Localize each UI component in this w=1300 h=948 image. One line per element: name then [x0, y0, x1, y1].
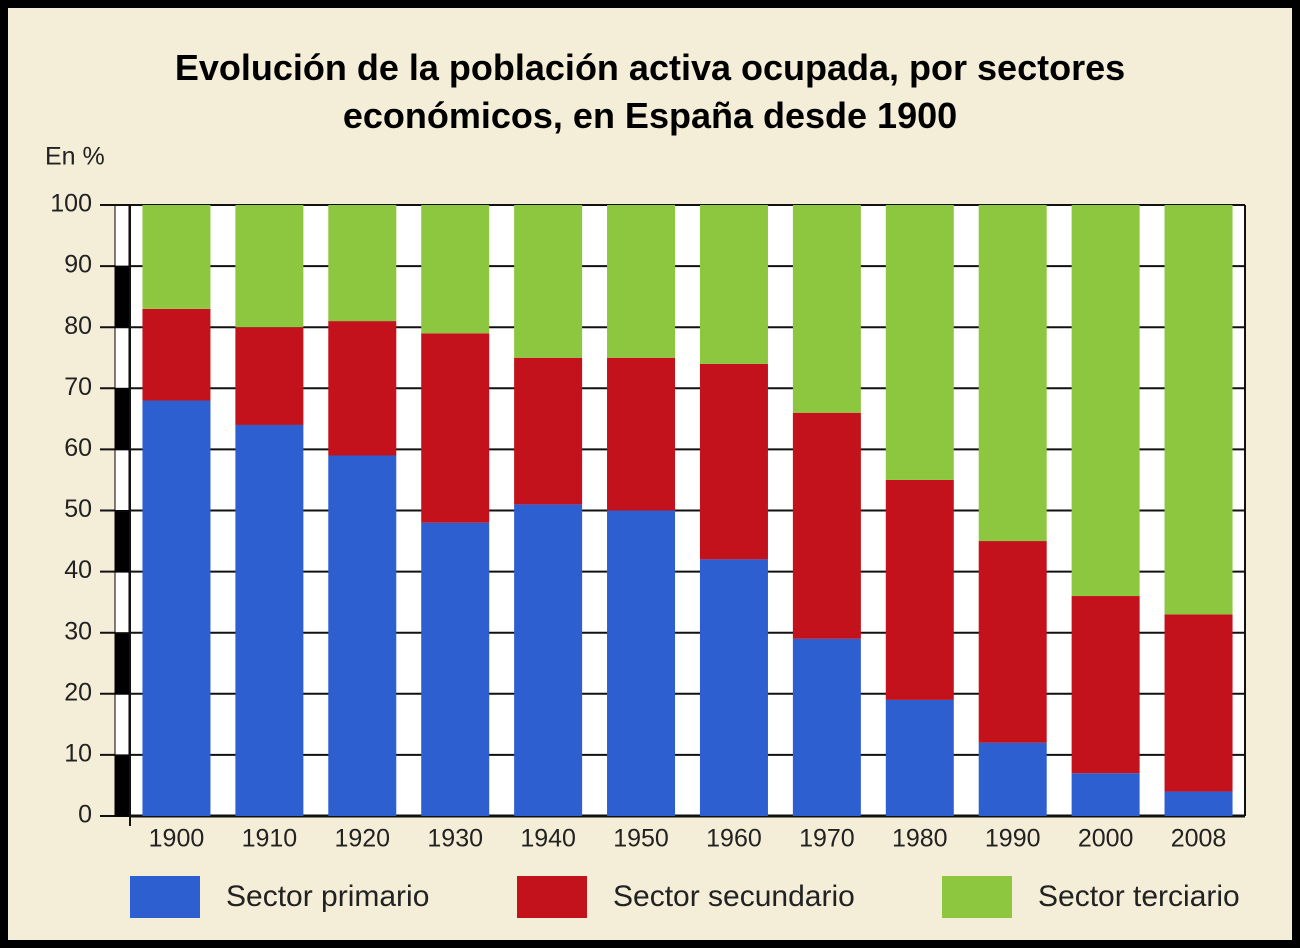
bar-segment	[235, 327, 304, 425]
chart-title: Evolución de la población activa ocupada…	[174, 47, 1126, 136]
bar-segment	[792, 638, 861, 816]
x-tick-label: 1910	[242, 825, 298, 853]
bar-segment	[1164, 614, 1233, 792]
bar-segment	[699, 363, 768, 560]
y-tick-label: 70	[64, 373, 92, 401]
bar-segment	[699, 205, 768, 364]
x-tick-label: 1950	[613, 825, 669, 853]
bar-segment	[792, 205, 861, 413]
bar-segment	[792, 412, 861, 639]
x-tick-label: 1920	[334, 825, 390, 853]
axis-strip	[114, 571, 130, 634]
y-tick-label: 80	[64, 312, 92, 340]
x-tick-label: 2000	[1078, 825, 1134, 853]
x-tick-label: 1970	[799, 825, 855, 853]
x-tick-label: 1990	[985, 825, 1041, 853]
y-tick-label: 20	[64, 678, 92, 706]
bar-segment	[978, 205, 1047, 542]
x-tick-label: 1980	[892, 825, 948, 853]
bar-segment	[142, 400, 211, 816]
bar-segment	[978, 742, 1047, 816]
legend-swatch	[517, 876, 587, 918]
x-tick-label: 1960	[706, 825, 762, 853]
bar-segment	[328, 205, 397, 322]
bar-segment	[885, 479, 954, 700]
legend-label: Sector secundario	[613, 880, 855, 913]
bar-segment	[885, 699, 954, 816]
bar-segment	[328, 455, 397, 816]
bar-segment	[699, 559, 768, 816]
y-tick-label: 0	[78, 801, 92, 829]
axis-strip	[114, 448, 130, 511]
bar-segment	[421, 333, 490, 523]
y-tick-label: 10	[64, 740, 92, 768]
y-tick-label: 100	[50, 190, 92, 218]
bar-segment	[514, 205, 583, 358]
bar-segment	[978, 541, 1047, 743]
y-tick-label: 50	[64, 495, 92, 523]
y-tick-label: 90	[64, 251, 92, 279]
axis-strip	[114, 326, 130, 389]
bar-segment	[514, 504, 583, 816]
bar-segment	[885, 205, 954, 480]
axis-strip	[114, 387, 130, 450]
bar-segment	[328, 321, 397, 456]
legend-label: Sector primario	[226, 880, 429, 913]
y-axis-label: En %	[45, 143, 105, 171]
bar-segment	[1071, 773, 1140, 816]
y-tick-label: 40	[64, 556, 92, 584]
x-tick-label: 2008	[1171, 825, 1227, 853]
bar-segment	[235, 205, 304, 328]
bar-segment	[421, 522, 490, 816]
axis-strip	[114, 754, 130, 817]
axis-strip	[114, 265, 130, 328]
bar-segment	[142, 308, 211, 401]
bar-segment	[1164, 205, 1233, 615]
axis-strip	[114, 632, 130, 695]
bar-segment	[1164, 791, 1233, 816]
bar-segment	[421, 205, 490, 334]
bar-segment	[235, 424, 304, 816]
axis-strip	[114, 510, 130, 573]
legend-label: Sector terciario	[1038, 880, 1240, 913]
y-tick-label: 60	[64, 434, 92, 462]
x-tick-label: 1900	[149, 825, 205, 853]
bar-segment	[1071, 596, 1140, 774]
axis-strip	[114, 693, 130, 756]
bar-segment	[1071, 205, 1140, 597]
bar-segment	[607, 357, 676, 511]
x-tick-label: 1940	[520, 825, 576, 853]
x-tick-label: 1930	[427, 825, 483, 853]
bar-segment	[514, 357, 583, 505]
bar-segment	[142, 205, 211, 309]
legend-swatch	[130, 876, 200, 918]
bar-segment	[607, 510, 676, 816]
axis-strip	[114, 204, 130, 267]
bar-segment	[607, 205, 676, 358]
legend-swatch	[942, 876, 1012, 918]
y-tick-label: 30	[64, 617, 92, 645]
